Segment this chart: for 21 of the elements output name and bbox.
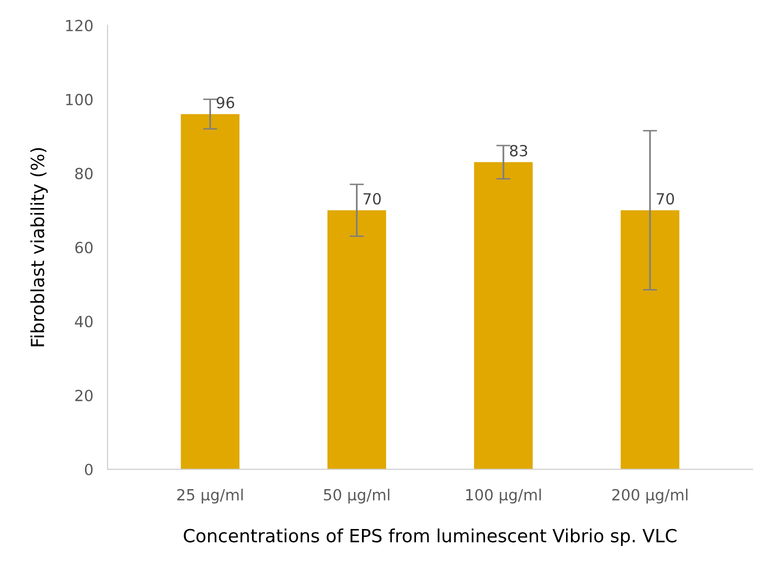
y-tick-label: 120 xyxy=(66,20,93,32)
bar xyxy=(620,210,680,470)
y-tick-label: 60 xyxy=(75,242,93,254)
x-axis-title: Concentrations of EPS from luminescent Vibrio sp. VLC xyxy=(184,528,676,546)
y-tick-label: 80 xyxy=(75,168,93,180)
data-label: 83 xyxy=(510,144,528,156)
x-tick-label: 50 µg/ml xyxy=(324,488,390,504)
y-tick-label: 0 xyxy=(84,464,93,476)
x-tick-label: 100 µg/ml xyxy=(466,488,541,504)
x-tick-label: 25 µg/ml xyxy=(177,488,243,504)
bar xyxy=(327,210,386,470)
y-tick-label: 100 xyxy=(66,94,93,106)
data-label: 96 xyxy=(216,96,234,108)
data-label: 70 xyxy=(364,192,381,205)
x-tick-label: 200 µg/ml xyxy=(612,488,688,504)
bar xyxy=(474,162,533,470)
data-label: 70 xyxy=(656,192,674,205)
y-tick-label: 20 xyxy=(75,390,93,402)
y-tick-label: 40 xyxy=(74,316,93,328)
y-axis-title: Fibroblast viability (%) xyxy=(30,148,48,346)
bar xyxy=(180,114,240,470)
